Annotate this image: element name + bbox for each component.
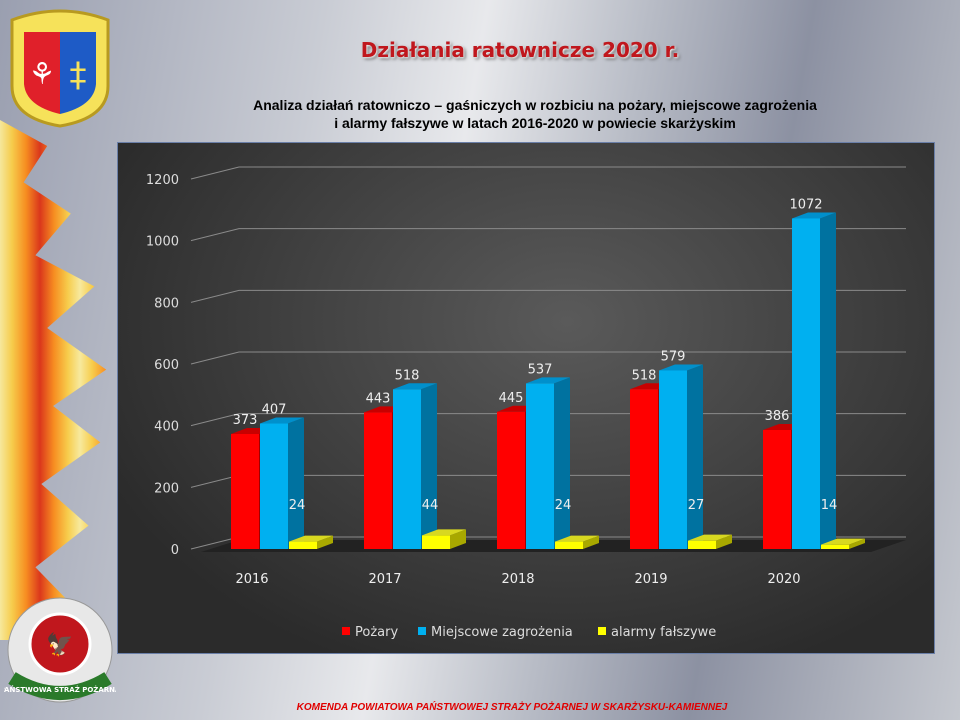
x-tick-label: 2017 xyxy=(368,572,401,587)
x-tick-label: 2018 xyxy=(501,572,534,587)
gridline xyxy=(190,228,906,242)
data-label: 443 xyxy=(366,391,391,406)
page-title: Działania ratownicze 2020 r. xyxy=(360,38,680,62)
gridline xyxy=(190,351,906,365)
bar-2020-1 xyxy=(792,212,836,549)
data-label: 445 xyxy=(499,391,524,406)
data-label: 27 xyxy=(688,498,705,513)
legend-label: Pożary xyxy=(355,625,398,640)
gridline xyxy=(190,289,906,303)
svg-text:🦅: 🦅 xyxy=(46,631,73,658)
x-tick-label: 2020 xyxy=(767,572,800,587)
y-tick-label: 0 xyxy=(171,543,179,558)
chart-subtitle: Analiza działań ratowniczo – gaśniczych … xyxy=(150,96,920,132)
subtitle-line-1: Analiza działań ratowniczo – gaśniczych … xyxy=(253,97,817,113)
data-label: 518 xyxy=(632,368,657,383)
county-coat-of-arms: ⚘ ‡ xyxy=(10,9,110,128)
chart-area: 0 200 400 600 800 1000 1200 373 407 24 2016 443 518 4… xyxy=(117,142,935,654)
bar-2020-2 xyxy=(821,538,865,549)
y-tick-label: 1000 xyxy=(146,235,179,250)
data-label: 537 xyxy=(528,362,553,377)
bar-2017-1 xyxy=(393,383,437,549)
y-tick-label: 200 xyxy=(154,481,179,496)
legend-swatch xyxy=(418,627,426,635)
bar-2017-2 xyxy=(422,529,466,549)
y-tick-label: 1200 xyxy=(146,173,179,188)
data-label: 579 xyxy=(661,349,686,364)
footer-text: KOMENDA POWIATOWA PAŃSTWOWEJ STRAŻY POŻA… xyxy=(296,702,728,713)
bar-2018-2 xyxy=(555,535,599,549)
legend-label: alarmy fałszywe xyxy=(611,625,716,640)
data-label: 373 xyxy=(233,413,258,428)
legend-swatch xyxy=(342,627,350,635)
bar-2016-1 xyxy=(260,417,304,549)
data-label: 14 xyxy=(821,498,838,513)
x-tick-label: 2016 xyxy=(235,572,268,587)
data-label: 24 xyxy=(555,498,572,513)
svg-text:⚘: ⚘ xyxy=(29,57,56,92)
x-tick-label: 2019 xyxy=(634,572,667,587)
flame-decoration xyxy=(0,120,107,640)
data-label: 24 xyxy=(289,498,306,513)
gridline xyxy=(190,166,906,180)
data-label: 1072 xyxy=(789,197,822,212)
fire-service-emblem: 🦅 PAŃSTWOWA STRAŻ POŻARNA xyxy=(4,597,116,703)
legend-swatch xyxy=(598,627,606,635)
emblem-text: PAŃSTWOWA STRAŻ POŻARNA xyxy=(4,685,116,694)
data-label: 386 xyxy=(765,409,790,424)
bar-2019-2 xyxy=(688,534,732,549)
bar-2018-1 xyxy=(526,377,570,549)
bar-2016-2 xyxy=(289,535,333,549)
y-tick-label: 400 xyxy=(154,420,179,435)
data-label: 518 xyxy=(395,368,420,383)
data-label: 407 xyxy=(262,403,287,418)
legend-label: Miejscowe zagrożenia xyxy=(431,625,573,640)
y-tick-label: 600 xyxy=(154,358,179,373)
bar-2019-1 xyxy=(659,364,703,549)
subtitle-line-2: i alarmy fałszywe w latach 2016-2020 w p… xyxy=(334,115,736,131)
svg-text:‡: ‡ xyxy=(70,55,87,95)
y-tick-label: 800 xyxy=(154,296,179,311)
data-label: 44 xyxy=(422,498,439,513)
